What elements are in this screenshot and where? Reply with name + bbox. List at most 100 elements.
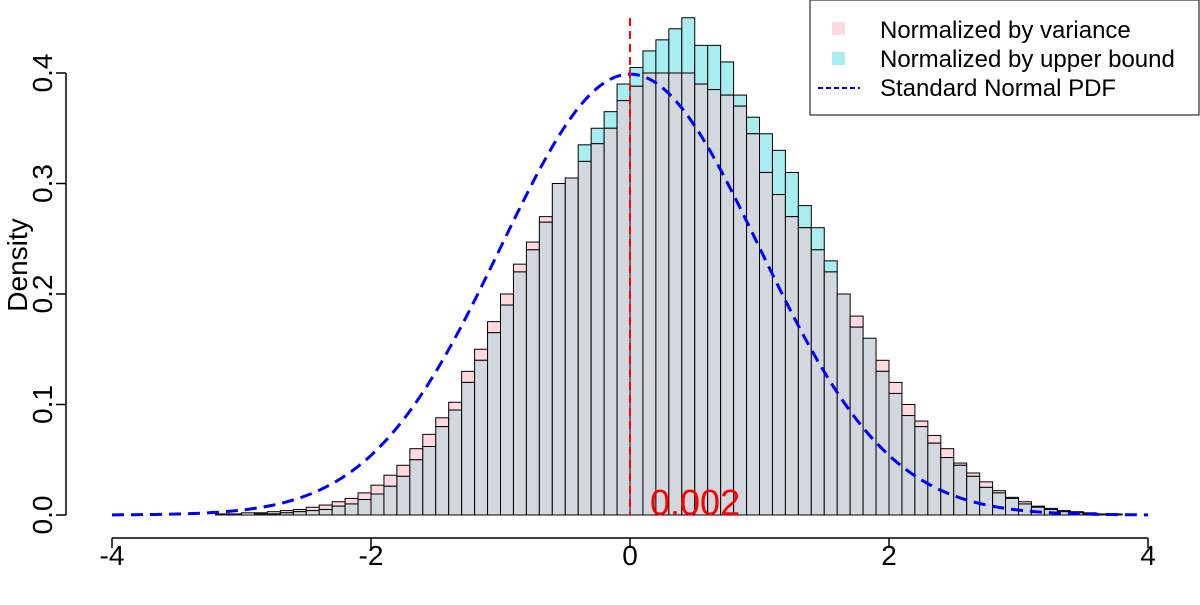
histogram-bar-overlap: [487, 332, 501, 516]
histogram-bar-overlap: [797, 227, 812, 516]
histogram-bar-overlap: [668, 72, 683, 516]
curve-layer: [111, 18, 1149, 517]
histogram-bar-overlap: [707, 89, 722, 516]
histogram-bar-excess: [746, 116, 760, 135]
y-tick-label: 0.1: [27, 385, 58, 424]
histogram-bar-overlap: [694, 83, 709, 516]
histogram-bar-overlap: [331, 505, 346, 516]
histogram-bar-excess: [344, 497, 359, 505]
histogram-bar-overlap: [305, 510, 320, 516]
histogram-bar-excess: [927, 434, 942, 444]
histogram-bar-overlap: [474, 359, 489, 516]
histogram-bar-overlap: [357, 499, 372, 516]
histogram-bar-excess: [823, 260, 838, 273]
legend: Normalized by variance Normalized by upp…: [809, 0, 1200, 116]
histogram-bar-excess: [241, 512, 255, 516]
histogram-bar-overlap: [642, 72, 657, 516]
histogram-bar-excess: [914, 420, 929, 428]
histogram-bar-overlap: [266, 513, 281, 516]
histogram-bar-overlap: [564, 177, 579, 516]
histogram-bar-overlap: [590, 143, 605, 516]
histogram-bar-overlap: [655, 72, 670, 516]
histogram-bar-excess: [461, 370, 476, 383]
histogram-bar-overlap: [409, 459, 424, 516]
x-tick-label: 2: [881, 540, 897, 571]
histogram-bar-overlap: [953, 464, 968, 516]
histogram-bar-overlap: [279, 512, 294, 516]
histogram-bar-overlap: [370, 493, 385, 516]
histogram-bar-overlap: [992, 492, 1007, 516]
histogram-bar-overlap: [461, 381, 476, 516]
histogram-bar-overlap: [901, 415, 916, 516]
histogram-bar-overlap: [979, 486, 994, 516]
histogram-bar-overlap: [525, 249, 540, 516]
histogram-bar-overlap: [784, 216, 799, 516]
y-tick-label: 0.0: [27, 496, 58, 535]
histogram-bar-excess: [487, 321, 501, 334]
histogram-bar-overlap: [577, 160, 592, 516]
histogram-bar-excess: [629, 66, 644, 87]
histogram-bar-overlap: [551, 183, 566, 516]
histogram-bar-overlap: [771, 194, 786, 516]
histogram-bar-excess: [901, 404, 916, 417]
x-tick-label: 4: [1140, 540, 1156, 571]
histogram-bar-overlap: [927, 442, 942, 516]
histogram-bar-excess: [707, 44, 722, 91]
histogram-bar-overlap: [823, 271, 838, 516]
histogram-bar-overlap: [383, 485, 398, 516]
histogram-bar-excess: [474, 348, 489, 361]
histogram-bar-overlap: [292, 511, 307, 516]
histogram-bar-excess: [215, 513, 230, 516]
histogram-bar-excess: [383, 474, 398, 487]
histogram-bar-excess: [370, 484, 385, 495]
histogram-bar-excess: [771, 149, 786, 196]
histogram-bar-overlap: [538, 221, 553, 516]
histogram-bar-overlap: [318, 508, 333, 516]
histogram-bar-excess: [525, 241, 540, 251]
histogram-bar-overlap: [759, 171, 773, 516]
histogram-bar-excess: [577, 144, 592, 162]
histogram-bar-overlap: [422, 445, 437, 516]
histogram-bar-excess: [784, 171, 799, 218]
histogram-bar-overlap: [448, 409, 463, 516]
histogram-bar-excess: [603, 111, 618, 129]
histogram-bar-excess: [318, 504, 333, 510]
histogram-bar-excess: [810, 227, 825, 251]
histogram-bar-excess: [422, 433, 437, 447]
histogram-bar-excess: [733, 94, 748, 107]
histogram-bar-overlap: [720, 94, 735, 516]
histogram-bar-overlap: [746, 133, 760, 516]
histogram-bar-overlap: [616, 100, 631, 516]
histogram-bar-excess: [642, 50, 657, 74]
histogram-bar-excess: [409, 448, 424, 461]
histogram-bar-overlap: [966, 475, 981, 516]
histogram-bar-overlap: [940, 457, 955, 516]
histogram-bar-excess: [849, 315, 864, 328]
bars-layer: [215, 17, 1123, 516]
histogram-bar-excess: [797, 205, 812, 229]
histogram-bar-excess: [888, 381, 903, 394]
y-axis-label: Density: [2, 218, 33, 311]
legend-swatch-upper-bound: [832, 52, 845, 65]
histogram-bar-overlap: [603, 127, 618, 516]
histogram-bar-excess: [940, 448, 955, 459]
histogram-bar-overlap: [512, 271, 527, 516]
axes-layer: -4 -2 0 2 4 0.0 0.1 0.2 0.3 0.4: [27, 54, 1156, 571]
histogram-bar-overlap: [629, 85, 644, 516]
histogram-bar-excess: [979, 481, 994, 488]
histogram-bar-excess: [396, 464, 411, 477]
histogram-bar-excess: [228, 513, 243, 516]
histogram-bar-excess: [720, 61, 735, 96]
legend-swatch-variance: [832, 22, 845, 35]
histogram-bar-excess: [668, 28, 683, 74]
histogram-bar-excess: [875, 359, 890, 372]
histogram-bar-overlap: [810, 249, 825, 516]
x-tick-label: -4: [100, 540, 125, 571]
histogram-bar-overlap: [396, 475, 411, 516]
x-tick-label: 0: [622, 540, 638, 571]
histogram-bar-overlap: [733, 105, 748, 516]
histogram-bar-excess: [435, 417, 450, 428]
histogram-bar-excess: [538, 216, 553, 223]
